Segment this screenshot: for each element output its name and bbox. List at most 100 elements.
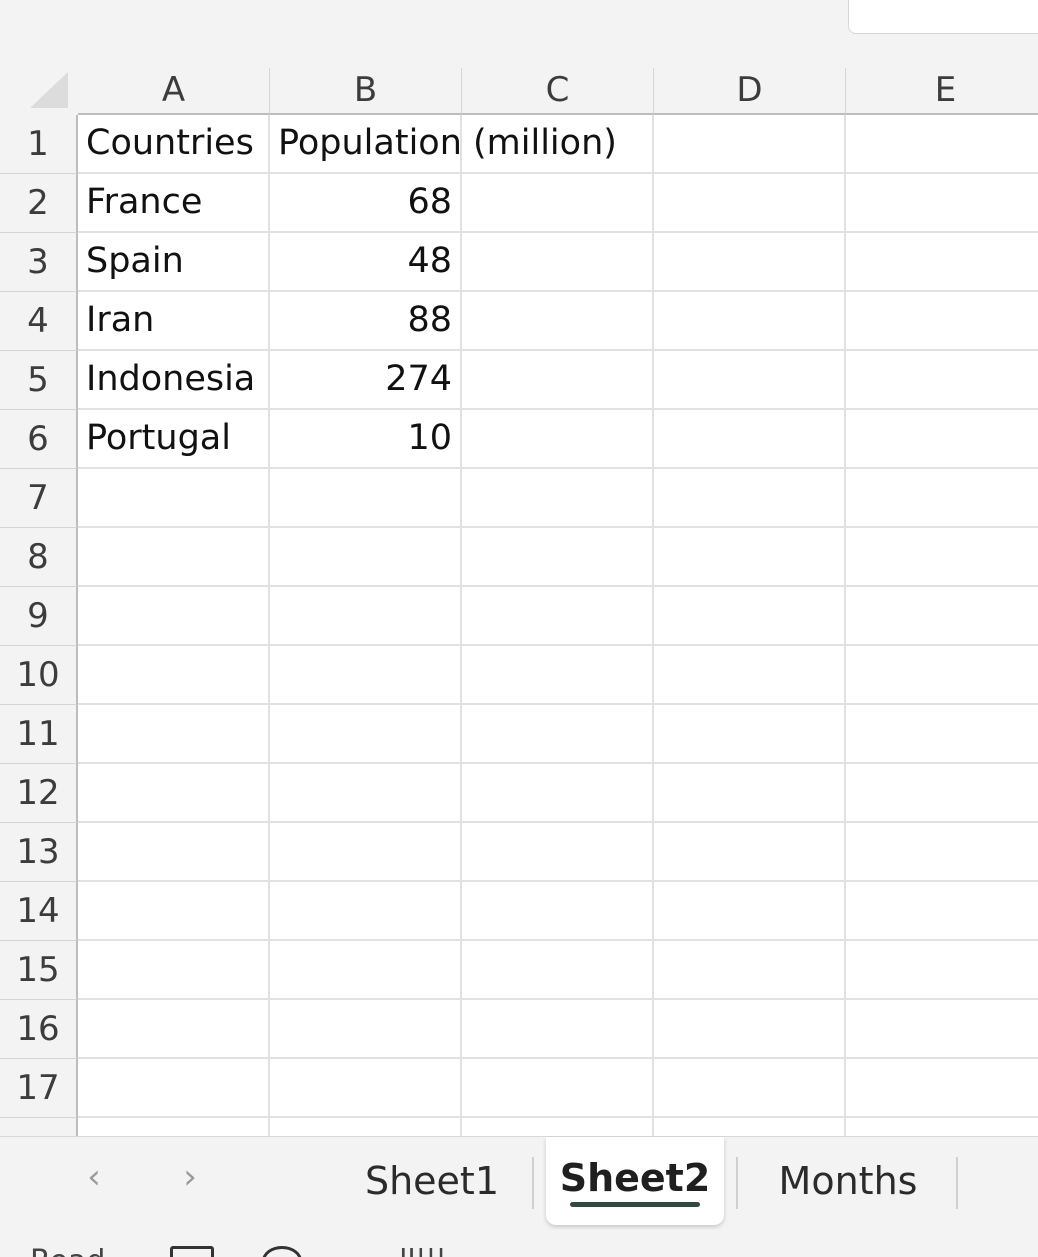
cell-a17[interactable] [78,1059,270,1118]
cell-e12[interactable] [846,764,1038,823]
cell-e10[interactable] [846,646,1038,705]
cell-a18[interactable] [78,1118,270,1136]
row-header-14[interactable]: 14 [0,882,78,941]
cell-c6[interactable] [462,410,654,469]
row-header-18[interactable] [0,1118,78,1136]
cell-d12[interactable] [654,764,846,823]
cell-e17[interactable] [846,1059,1038,1118]
cell-c3[interactable] [462,233,654,292]
select-all-corner[interactable] [0,68,78,115]
cell-d18[interactable] [654,1118,846,1136]
cell-b3[interactable]: 48 [270,233,462,292]
column-header-a[interactable]: A [78,68,270,115]
row-header-13[interactable]: 13 [0,823,78,882]
cell-a15[interactable] [78,941,270,1000]
cell-d2[interactable] [654,174,846,233]
cell-e7[interactable] [846,469,1038,528]
cell-d14[interactable] [654,882,846,941]
cell-a8[interactable] [78,528,270,587]
accessibility-icon[interactable] [262,1246,302,1257]
cell-e11[interactable] [846,705,1038,764]
cell-b18[interactable] [270,1118,462,1136]
chevron-left-icon[interactable]: ‹ [87,1157,101,1197]
cell-c9[interactable] [462,587,654,646]
cell-b16[interactable] [270,1000,462,1059]
cell-a11[interactable] [78,705,270,764]
cell-b14[interactable] [270,882,462,941]
cell-e15[interactable] [846,941,1038,1000]
cell-d1[interactable] [654,115,846,174]
cell-a13[interactable] [78,823,270,882]
cell-a16[interactable] [78,1000,270,1059]
cell-e5[interactable] [846,351,1038,410]
cell-c13[interactable] [462,823,654,882]
cell-d13[interactable] [654,823,846,882]
row-header-16[interactable]: 16 [0,1000,78,1059]
tab-sheet2[interactable]: Sheet2 [546,1137,724,1225]
cell-c2[interactable] [462,174,654,233]
cell-b4[interactable]: 88 [270,292,462,351]
row-header-12[interactable]: 12 [0,764,78,823]
cell-e2[interactable] [846,174,1038,233]
sheet-view-icon[interactable] [170,1246,214,1257]
row-header-8[interactable]: 8 [0,528,78,587]
cell-b1[interactable]: Population (million) [270,115,617,174]
row-header-7[interactable]: 7 [0,469,78,528]
row-header-17[interactable]: 17 [0,1059,78,1118]
cell-c15[interactable] [462,941,654,1000]
cell-c5[interactable] [462,351,654,410]
cell-d9[interactable] [654,587,846,646]
cell-a7[interactable] [78,469,270,528]
cell-e3[interactable] [846,233,1038,292]
row-header-2[interactable]: 2 [0,174,78,233]
column-header-d[interactable]: D [654,68,846,115]
cell-b9[interactable] [270,587,462,646]
row-header-3[interactable]: 3 [0,233,78,292]
cell-b5[interactable]: 274 [270,351,462,410]
cell-b6[interactable]: 10 [270,410,462,469]
cell-e4[interactable] [846,292,1038,351]
cell-e1[interactable] [846,115,1038,174]
cell-a14[interactable] [78,882,270,941]
tab-months[interactable]: Months [778,1159,918,1203]
cell-b2[interactable]: 68 [270,174,462,233]
column-header-b[interactable]: B [270,68,462,115]
cell-d3[interactable] [654,233,846,292]
row-header-10[interactable]: 10 [0,646,78,705]
cell-e8[interactable] [846,528,1038,587]
cell-d8[interactable] [654,528,846,587]
row-header-15[interactable]: 15 [0,941,78,1000]
cell-c10[interactable] [462,646,654,705]
cell-c18[interactable] [462,1118,654,1136]
cell-a9[interactable] [78,587,270,646]
cell-b7[interactable] [270,469,462,528]
cell-c1[interactable] [462,115,654,174]
cell-a2[interactable]: France [78,174,270,233]
cell-b11[interactable] [270,705,462,764]
chevron-right-icon[interactable]: › [183,1157,197,1197]
name-box-edge[interactable] [848,0,1038,34]
row-header-5[interactable]: 5 [0,351,78,410]
cell-b12[interactable] [270,764,462,823]
cell-d5[interactable] [654,351,846,410]
cell-a6[interactable]: Portugal [78,410,270,469]
cell-a12[interactable] [78,764,270,823]
cell-d10[interactable] [654,646,846,705]
row-header-9[interactable]: 9 [0,587,78,646]
cell-c4[interactable] [462,292,654,351]
cell-c11[interactable] [462,705,654,764]
cell-e18[interactable] [846,1118,1038,1136]
cell-a4[interactable]: Iran [78,292,270,351]
cell-a5[interactable]: Indonesia [78,351,270,410]
spreadsheet-grid[interactable]: A B C D E 1 Countries Population (million) 2 Fran… [0,68,1038,1136]
column-header-c[interactable]: C [462,68,654,115]
cell-d16[interactable] [654,1000,846,1059]
cell-c17[interactable] [462,1059,654,1118]
cell-e16[interactable] [846,1000,1038,1059]
cell-d15[interactable] [654,941,846,1000]
cell-b17[interactable] [270,1059,462,1118]
cell-b15[interactable] [270,941,462,1000]
row-header-11[interactable]: 11 [0,705,78,764]
column-header-e[interactable]: E [846,68,1038,115]
cell-c7[interactable] [462,469,654,528]
